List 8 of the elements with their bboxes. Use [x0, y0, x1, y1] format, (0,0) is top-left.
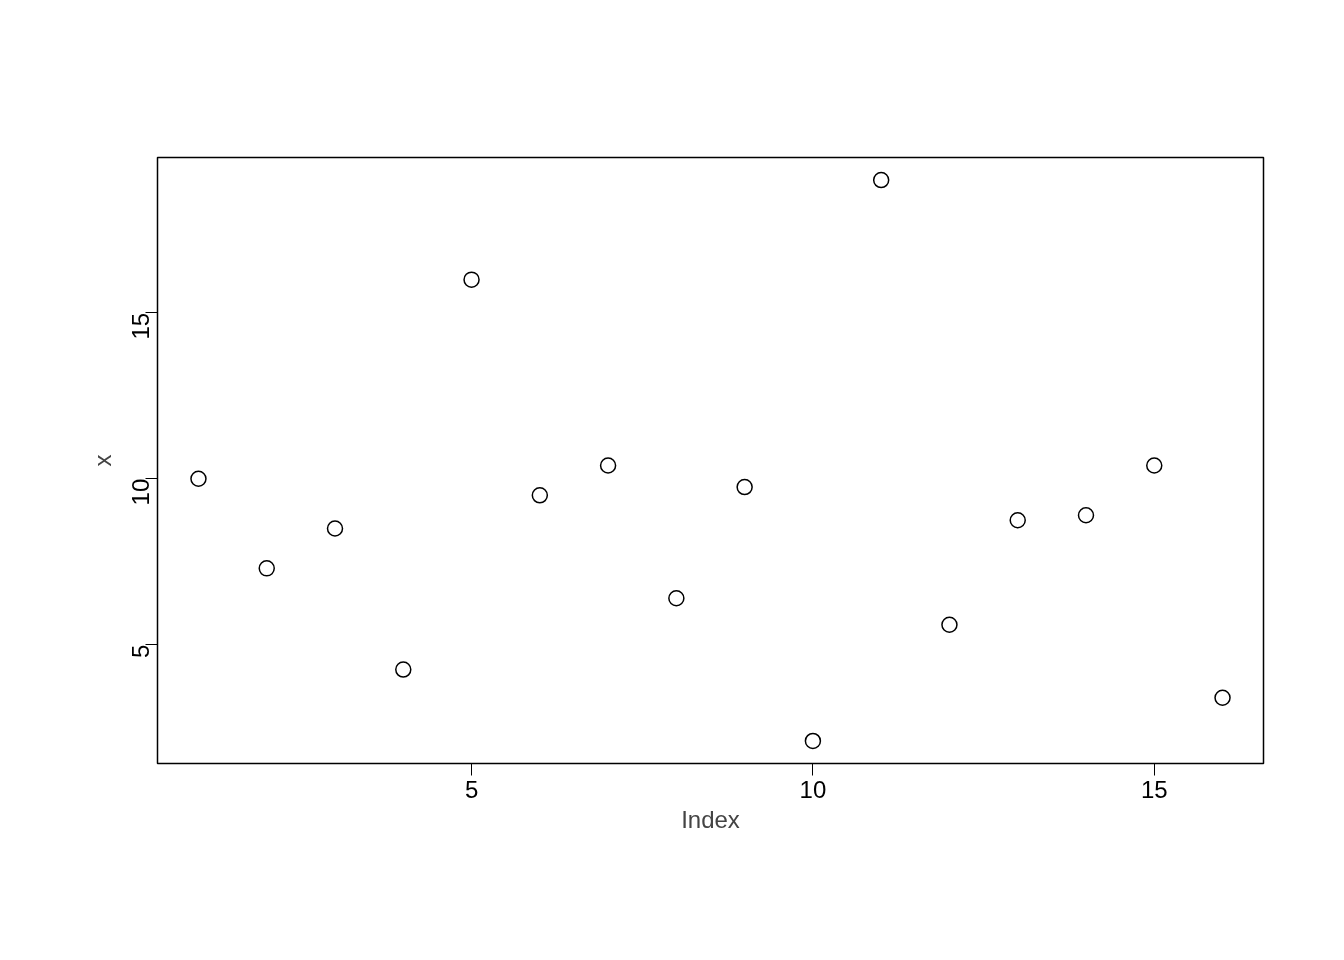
x-tick-label: 5: [464, 775, 479, 803]
x-tick-label: 15: [1140, 775, 1168, 803]
x-axis-title: Index: [681, 805, 740, 833]
y-tick-label: 5: [127, 644, 154, 659]
y-tick-label: 15: [127, 312, 154, 340]
x-tick-label: 10: [799, 775, 827, 803]
y-axis-title: x: [88, 454, 116, 467]
y-tick-label: 10: [127, 478, 154, 506]
